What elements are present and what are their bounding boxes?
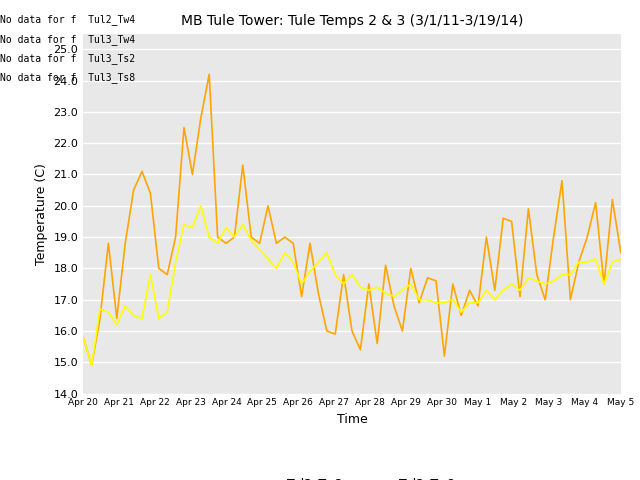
Text: No data for f  Tul3_Ts8: No data for f Tul3_Ts8 — [0, 72, 135, 83]
X-axis label: Time: Time — [337, 413, 367, 426]
Text: No data for f  Tul3_Ts2: No data for f Tul3_Ts2 — [0, 53, 135, 64]
Title: MB Tule Tower: Tule Temps 2 & 3 (3/1/11-3/19/14): MB Tule Tower: Tule Temps 2 & 3 (3/1/11-… — [181, 14, 523, 28]
Legend: Tul2_Ts-2, Tul2_Ts-8: Tul2_Ts-2, Tul2_Ts-8 — [244, 472, 460, 480]
Text: No data for f  Tul2_Tw4: No data for f Tul2_Tw4 — [0, 14, 135, 25]
Y-axis label: Temperature (C): Temperature (C) — [35, 163, 48, 264]
Text: No data for f  Tul3_Tw4: No data for f Tul3_Tw4 — [0, 34, 135, 45]
